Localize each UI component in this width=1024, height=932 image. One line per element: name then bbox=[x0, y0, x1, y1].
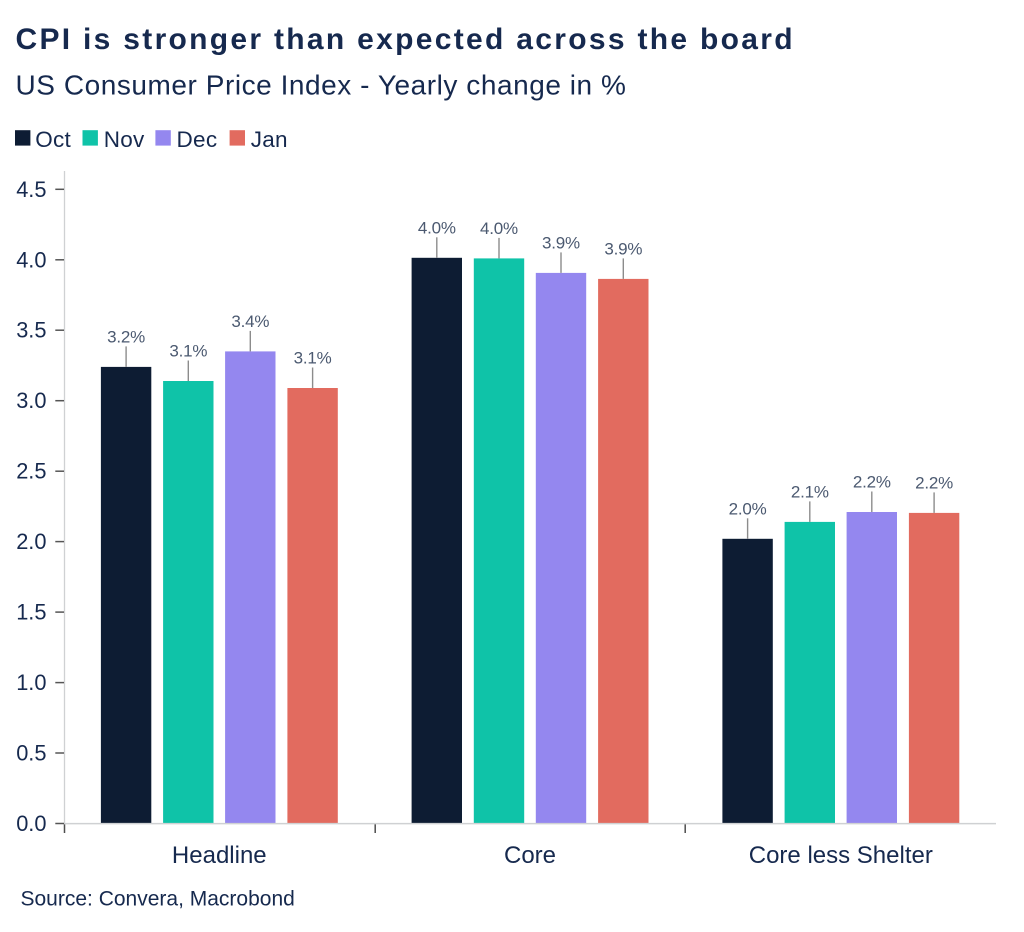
svg-text:4.0: 4.0 bbox=[16, 247, 46, 272]
svg-text:3.5: 3.5 bbox=[16, 318, 46, 343]
svg-text:2.0%: 2.0% bbox=[729, 499, 767, 518]
svg-text:CPI is stronger than expected: CPI is stronger than expected across the… bbox=[16, 23, 795, 56]
svg-text:3.1%: 3.1% bbox=[169, 342, 207, 361]
svg-text:4.0%: 4.0% bbox=[480, 219, 518, 238]
svg-text:3.0: 3.0 bbox=[16, 388, 46, 413]
svg-text:Jan: Jan bbox=[251, 127, 288, 152]
svg-text:Nov: Nov bbox=[104, 127, 145, 152]
svg-text:US Consumer Price Index - Year: US Consumer Price Index - Yearly change … bbox=[16, 69, 627, 100]
svg-text:Headline: Headline bbox=[172, 842, 267, 869]
svg-text:2.2%: 2.2% bbox=[915, 473, 953, 492]
svg-text:2.5: 2.5 bbox=[16, 459, 46, 484]
svg-text:3.9%: 3.9% bbox=[542, 233, 580, 252]
svg-text:Source: Convera, Macrobond: Source: Convera, Macrobond bbox=[21, 888, 295, 911]
svg-text:4.5: 4.5 bbox=[16, 177, 46, 202]
svg-text:Core less Shelter: Core less Shelter bbox=[749, 842, 933, 869]
svg-text:Dec: Dec bbox=[177, 127, 218, 152]
svg-text:0.0: 0.0 bbox=[16, 811, 46, 836]
svg-text:2.0: 2.0 bbox=[16, 529, 46, 554]
svg-text:3.1%: 3.1% bbox=[294, 349, 332, 368]
svg-text:3.4%: 3.4% bbox=[231, 312, 269, 331]
svg-text:3.2%: 3.2% bbox=[107, 327, 145, 346]
svg-text:3.9%: 3.9% bbox=[604, 239, 642, 258]
svg-text:Oct: Oct bbox=[35, 127, 71, 152]
svg-text:Core: Core bbox=[504, 842, 556, 869]
svg-text:2.2%: 2.2% bbox=[853, 473, 891, 492]
svg-text:2.1%: 2.1% bbox=[791, 482, 829, 501]
svg-text:1.0: 1.0 bbox=[16, 670, 46, 695]
svg-text:0.5: 0.5 bbox=[16, 741, 46, 766]
svg-text:1.5: 1.5 bbox=[16, 600, 46, 625]
svg-text:4.0%: 4.0% bbox=[418, 218, 456, 237]
